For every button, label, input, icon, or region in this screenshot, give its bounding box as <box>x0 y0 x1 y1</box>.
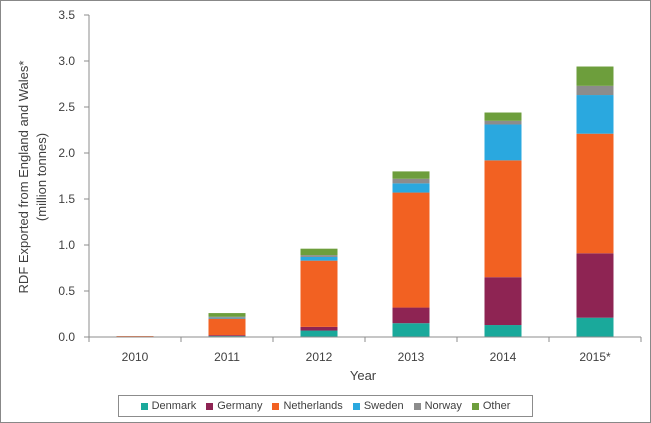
x-tick-label: 2013 <box>398 350 425 364</box>
bar-segment-other <box>300 248 338 256</box>
y-axis-title-units: (million tonnes) <box>34 133 49 221</box>
y-tick-label: 1.0 <box>58 238 75 252</box>
bar-segment-denmark <box>576 317 614 337</box>
legend-item-sweden: Sweden <box>352 400 404 412</box>
bar-segment-other <box>484 112 522 121</box>
bar-segment-sweden <box>300 256 338 261</box>
y-tick-label: 3.5 <box>58 8 75 22</box>
legend-swatch <box>206 402 214 410</box>
y-tick-label: 1.5 <box>58 192 75 206</box>
bar-segment-norway <box>392 178 430 184</box>
bar-segment-sweden <box>392 183 430 193</box>
bar-segment-other <box>392 171 430 179</box>
legend-swatch <box>140 402 148 410</box>
legend-item-netherlands: Netherlands <box>272 400 343 412</box>
y-tick-label: 2.5 <box>58 100 75 114</box>
legend-swatch <box>413 402 421 410</box>
y-tick-label: 2.0 <box>58 146 75 160</box>
legend-item-norway: Norway <box>413 400 462 412</box>
bar-segment-netherlands <box>300 260 338 327</box>
bar-segment-netherlands <box>208 318 246 336</box>
legend-label: Denmark <box>151 400 197 412</box>
bar-segment-norway <box>300 255 338 257</box>
bar-segment-denmark <box>300 330 338 337</box>
legend-label: Germany <box>217 400 263 412</box>
legend-label: Netherlands <box>283 400 343 412</box>
x-tick-label: 2010 <box>122 350 149 364</box>
bar-segment-sweden <box>484 124 522 161</box>
x-axis-title: Year <box>350 368 377 383</box>
legend-label: Sweden <box>363 400 404 412</box>
legend-swatch <box>272 402 280 410</box>
bar-segment-germany <box>392 307 430 324</box>
y-tick-label: 0.5 <box>58 284 75 298</box>
legend-label: Norway <box>424 400 462 412</box>
x-tick-label: 2015* <box>579 350 611 364</box>
x-tick-label: 2012 <box>306 350 333 364</box>
bar-segment-germany <box>484 277 522 326</box>
bar-segment-other <box>576 66 614 86</box>
legend-item-denmark: Denmark <box>140 400 197 412</box>
bar-segment-germany <box>300 326 338 331</box>
bar-segment-sweden <box>208 317 246 319</box>
bar-segment-norway <box>208 316 246 318</box>
legend-item-germany: Germany <box>206 400 262 412</box>
x-tick-label: 2014 <box>490 350 517 364</box>
y-tick-label: 0.0 <box>58 330 75 344</box>
bar-segment-netherlands <box>392 192 430 308</box>
bar-segment-netherlands <box>484 160 522 278</box>
bar-segment-denmark <box>392 323 430 337</box>
bar-segment-other <box>208 313 246 317</box>
x-tick-label: 2011 <box>214 350 240 364</box>
y-axis-title: RDF Exported from England and Wales* <box>16 61 31 294</box>
axes-group: 0.0 0.5 1.0 1.5 2.0 2.5 3.0 3.5 2010 2011 2012 2013… <box>58 8 642 364</box>
bar-segment-germany <box>576 253 614 318</box>
bar-segment-norway <box>484 120 522 125</box>
bar-segment-netherlands <box>576 133 614 254</box>
bar-segment-norway <box>576 85 614 96</box>
legend: Denmark Germany Netherlands Sweden Norway Oth… <box>118 395 533 417</box>
bar-segment-germany <box>208 335 246 337</box>
legend-label: Other <box>482 400 511 412</box>
bar-segment-sweden <box>576 95 614 134</box>
legend-item-other: Other <box>471 400 511 412</box>
y-tick-label: 3.0 <box>58 54 75 68</box>
legend-swatch <box>471 402 479 410</box>
bars-group <box>116 66 614 337</box>
legend-swatch <box>352 402 360 410</box>
bar-segment-denmark <box>484 325 522 337</box>
